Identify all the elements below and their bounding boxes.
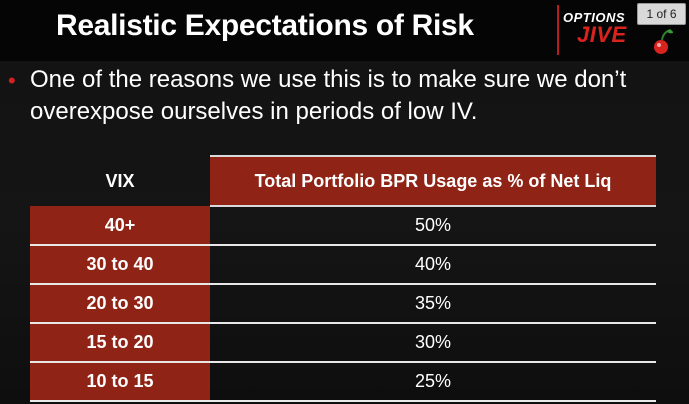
vix-bpr-table: VIX Total Portfolio BPR Usage as % of Ne… (30, 155, 656, 402)
table-row: 15 to 20 30% (30, 323, 656, 363)
options-jive-logo: OPTIONS JIVE (563, 8, 633, 52)
table-row: 20 to 30 35% (30, 284, 656, 324)
column-header-vix: VIX (105, 170, 135, 191)
slide-title: Realistic Expectations of Risk (56, 9, 474, 42)
vix-cell: 10 to 15 (30, 362, 210, 402)
bpr-cell: 35% (210, 284, 656, 324)
vix-cell: 15 to 20 (30, 323, 210, 363)
vix-cell: 40+ (30, 206, 210, 246)
bullet-text: One of the reasons we use this is to mak… (30, 66, 627, 125)
page-counter[interactable]: 1 of 6 (637, 3, 686, 25)
logo-text-jive: JIVE (577, 22, 627, 47)
logo-divider (557, 5, 559, 55)
bpr-cell: 25% (210, 362, 656, 402)
bpr-cell: 30% (210, 323, 656, 363)
table-row: 30 to 40 40% (30, 245, 656, 285)
slide-header: Realistic Expectations of Risk OPTIONS J… (0, 0, 689, 61)
table-row: 40+ 50% (30, 206, 656, 246)
logo-text-options: OPTIONS (563, 10, 626, 25)
table-header-row: VIX Total Portfolio BPR Usage as % of Ne… (30, 155, 656, 207)
bpr-cell: 40% (210, 245, 656, 285)
table-row: 10 to 15 25% (30, 362, 656, 402)
cherry-icon (654, 29, 673, 54)
bpr-cell: 50% (210, 206, 656, 246)
vix-cell: 20 to 30 (30, 284, 210, 324)
column-header-bpr-usage: Total Portfolio BPR Usage as % of Net Li… (210, 155, 656, 207)
vix-cell: 30 to 40 (30, 245, 210, 285)
bullet-marker: • (8, 68, 16, 93)
